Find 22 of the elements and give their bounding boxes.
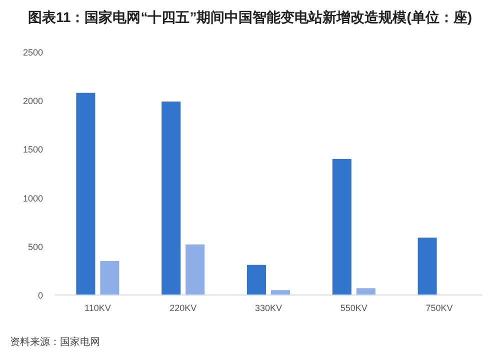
x-tick-label: 220KV <box>170 303 197 313</box>
bar <box>100 260 120 295</box>
bar <box>186 244 205 295</box>
x-tick-label: 750KV <box>426 303 453 313</box>
bar <box>332 158 352 295</box>
x-tick-label: 550KV <box>340 303 368 313</box>
bar <box>271 290 290 295</box>
x-tick-label: 330KV <box>254 303 282 313</box>
bar <box>162 102 181 295</box>
y-tick-label: 1500 <box>22 144 43 155</box>
y-tick-label: 0 <box>38 290 43 300</box>
chart-title: 图表11：国家电网“十四五”期间中国智能变电站新增改造规模(单位：座) <box>28 9 472 25</box>
bar <box>418 238 437 295</box>
text: 资料来源：国家电网 <box>10 336 100 348</box>
y-tick-label: 2500 <box>22 48 43 58</box>
bar <box>356 288 376 295</box>
bar <box>76 92 96 295</box>
y-tick-label: 1000 <box>22 193 43 204</box>
y-tick-label: 2000 <box>22 96 43 106</box>
x-tick-label: 110KV <box>84 303 111 313</box>
y-tick-label: 500 <box>28 242 43 252</box>
bar <box>247 264 266 295</box>
